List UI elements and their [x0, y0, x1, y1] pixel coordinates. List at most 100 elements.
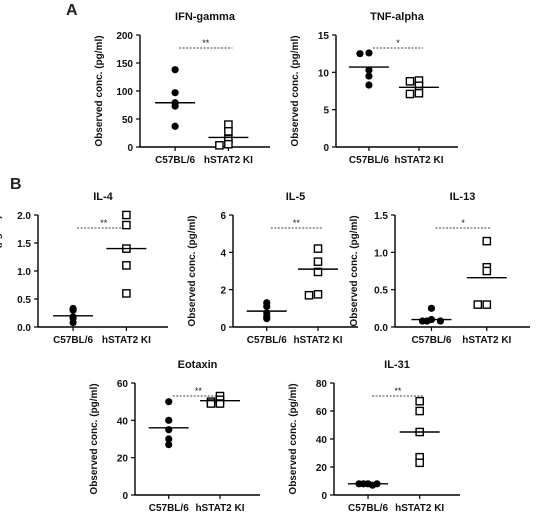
- chart-3-ytick-label: 1.5: [17, 239, 31, 250]
- chart-2-point-ki: [405, 89, 415, 99]
- chart-3-ytick-label: 0.0: [17, 323, 31, 334]
- chart-5-point-ki: [482, 300, 492, 309]
- chart-1-ylabel: Observed conc. (pg/ml): [94, 35, 105, 146]
- chart-2-ytick-label: 10: [318, 68, 330, 79]
- chart-5-point-wt: [436, 317, 445, 325]
- chart-6-significance-label: **: [195, 386, 203, 396]
- chart-7-category-label: C57BL/6: [348, 503, 388, 514]
- chart-7-point-ki: [415, 458, 424, 468]
- chart-6-ylabel: Observed conc. (pg/ml): [89, 383, 100, 494]
- chart-2-ytick-label: 5: [323, 106, 329, 117]
- chart-3-ytick-label: 2.0: [17, 211, 31, 222]
- chart-3-ytick-label: 0.5: [17, 295, 31, 306]
- chart-7-point-wt: [368, 481, 377, 489]
- chart-1-category-label: hSTAT2 KI: [204, 155, 253, 166]
- chart-2-title: TNF-alpha: [370, 11, 425, 23]
- chart-7-ytick-label: 20: [316, 463, 328, 474]
- chart-4-ylabel: Observed conc. (pg/ml): [187, 215, 198, 326]
- chart-1-point-wt: [171, 102, 179, 110]
- chart-2-point-ki: [414, 88, 424, 98]
- chart-1-ytick-label: 0: [127, 143, 133, 154]
- chart-5-point-ki: [482, 266, 492, 276]
- chart-2-point-wt: [365, 66, 373, 74]
- chart-4-point-ki: [313, 290, 323, 299]
- chart-2-point-wt: [365, 81, 373, 89]
- chart-3-point-ki: [122, 220, 131, 230]
- chart-2-ytick-label: 0: [323, 143, 329, 154]
- chart-5-ytick-label: 0.0: [374, 323, 388, 334]
- chart-4-ytick-label: 4: [220, 248, 226, 259]
- chart-3-category-label: C57BL/6: [53, 335, 93, 346]
- chart-4-ytick-label: 0: [220, 323, 226, 334]
- chart-4-point-wt: [263, 302, 271, 311]
- chart-1-ytick-label: 150: [116, 59, 133, 70]
- chart-2-significance-label: *: [396, 38, 400, 48]
- chart-4-category-label: hSTAT2 KI: [293, 335, 342, 346]
- chart-4-point-wt: [263, 315, 271, 323]
- chart-5-significance-label: *: [461, 218, 465, 228]
- chart-6-category-label: hSTAT2 KI: [195, 503, 244, 514]
- chart-4-point-ki: [313, 267, 323, 277]
- chart-4-category-label: C57BL/6: [247, 335, 287, 346]
- chart-5-point-ki: [473, 300, 483, 309]
- chart-3-ytick-label: 1.0: [17, 267, 31, 278]
- chart-4-significance-label: **: [293, 218, 301, 228]
- chart-3-point-wt: [69, 318, 77, 327]
- chart-3-title: IL-4: [93, 191, 113, 203]
- chart-2-point-ki: [414, 81, 424, 91]
- chart-1-point-wt: [171, 122, 179, 130]
- chart-1-title: IFN-gamma: [175, 11, 236, 23]
- chart-6-category-label: C57BL/6: [149, 503, 189, 514]
- chart-6-ytick-label: 20: [117, 454, 129, 465]
- chart-2-point-wt: [365, 72, 373, 80]
- chart-7-ylabel: Observed conc. (pg/ml): [288, 383, 299, 494]
- chart-1-point-ki: [224, 127, 233, 136]
- panel-letter-b: B: [10, 176, 22, 193]
- chart-1-point-wt: [171, 66, 179, 74]
- chart-7-point-ki: [415, 396, 424, 406]
- chart-6-ytick-label: 0: [122, 491, 128, 502]
- chart-5-point-wt: [423, 317, 431, 325]
- chart-6-point-ki: [215, 399, 225, 408]
- chart-5-ytick-label: 0.5: [374, 286, 388, 297]
- chart-6-ytick-label: 60: [117, 379, 129, 390]
- chart-4-point-ki: [304, 290, 314, 300]
- chart-1-ytick-label: 200: [116, 31, 133, 42]
- chart-1-significance-label: **: [202, 38, 210, 48]
- chart-7-point-ki: [415, 406, 424, 416]
- chart-7-significance-label: **: [394, 386, 402, 396]
- chart-3-point-wt: [69, 306, 77, 314]
- chart-2-ylabel: Observed conc. (pg/ml): [290, 35, 301, 146]
- chart-2-category-label: C57BL/6: [349, 155, 389, 166]
- chart-7-category-label: hSTAT2 KI: [395, 503, 444, 514]
- chart-6-ytick-label: 40: [117, 416, 129, 427]
- chart-2-category-label: hSTAT2 KI: [394, 155, 443, 166]
- chart-6-point-wt: [165, 398, 173, 406]
- chart-1-category-label: C57BL/6: [155, 155, 195, 166]
- chart-7-title: IL-31: [384, 359, 410, 371]
- chart-4-title: IL-5: [286, 191, 306, 203]
- chart-5-ytick-label: 1.0: [374, 248, 388, 259]
- chart-2-point-wt: [365, 49, 373, 57]
- chart-5-point-wt: [427, 304, 436, 312]
- chart-6-point-wt: [165, 416, 173, 424]
- chart-2-point-wt: [356, 50, 364, 58]
- chart-7-ytick-label: 60: [316, 407, 328, 418]
- chart-7-ytick-label: 40: [316, 435, 328, 446]
- chart-5-ylabel: Observed conc. (pg/ml): [349, 215, 360, 326]
- chart-3-point-ki: [122, 210, 131, 220]
- chart-4-ytick-label: 2: [220, 286, 226, 297]
- panel-letter-a: A: [66, 2, 78, 19]
- chart-3-ylabel: Observed conc. (pg/ml): [0, 215, 3, 326]
- chart-5-category-label: hSTAT2 KI: [462, 335, 511, 346]
- chart-3-category-label: hSTAT2 KI: [102, 335, 151, 346]
- chart-5-category-label: C57BL/6: [411, 335, 451, 346]
- chart-4-point-ki: [313, 257, 323, 266]
- chart-5-ytick-label: 1.5: [374, 211, 388, 222]
- chart-1-ytick-label: 100: [116, 87, 133, 98]
- chart-6-point-wt: [165, 441, 173, 449]
- chart-4-point-ki: [313, 244, 323, 253]
- chart-5-title: IL-13: [450, 191, 476, 203]
- chart-6-point-wt: [165, 435, 173, 443]
